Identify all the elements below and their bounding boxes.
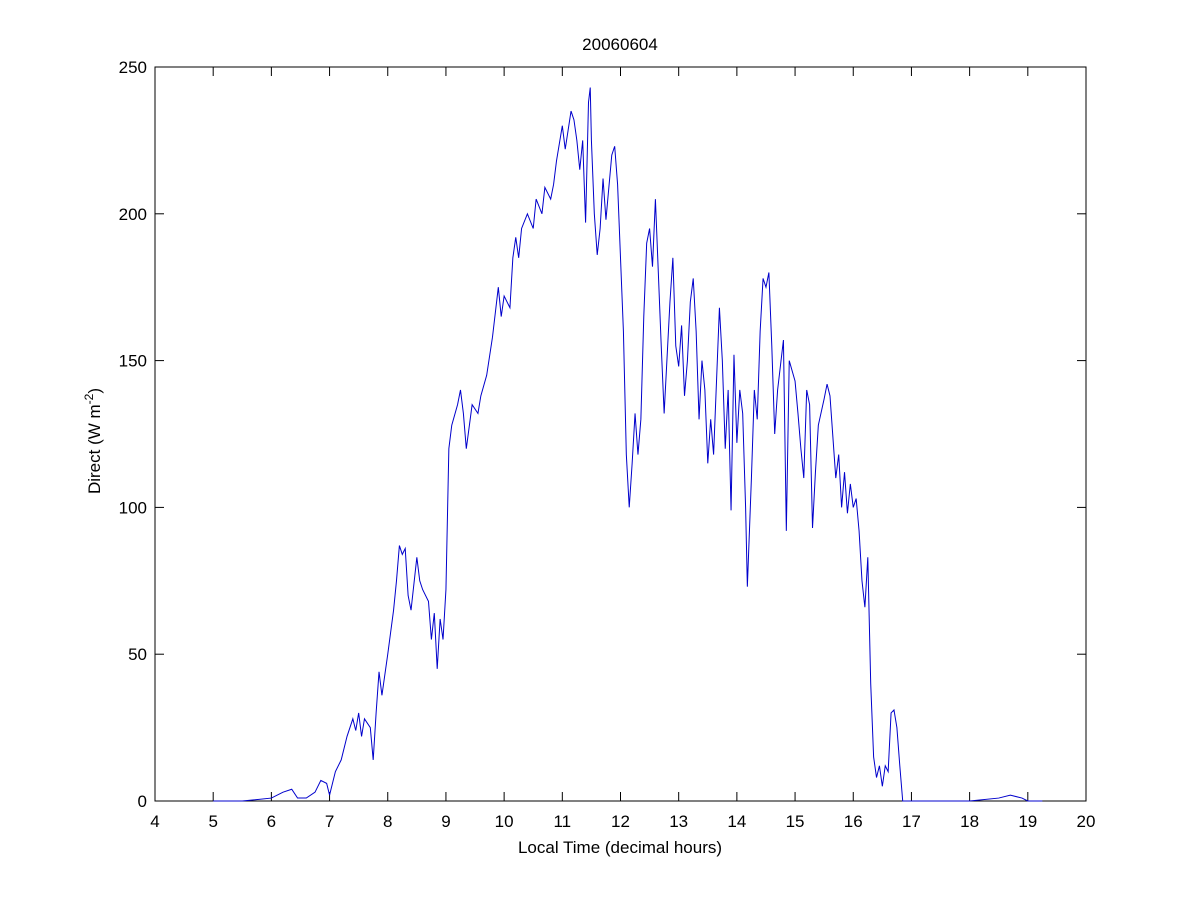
y-axis-label: Direct (W m-2)	[82, 388, 104, 494]
x-tick-label: 13	[669, 812, 688, 831]
x-tick-label: 15	[786, 812, 805, 831]
x-tick-label: 5	[208, 812, 217, 831]
x-tick-label: 7	[325, 812, 334, 831]
x-tick-label: 14	[727, 812, 746, 831]
x-tick-label: 19	[1018, 812, 1037, 831]
y-label-superscript: -2	[82, 393, 96, 404]
y-tick-label: 250	[119, 58, 147, 77]
x-tick-label: 16	[844, 812, 863, 831]
x-tick-label: 18	[960, 812, 979, 831]
x-axis-label: Local Time (decimal hours)	[518, 838, 722, 857]
y-tick-label: 100	[119, 498, 147, 517]
x-tick-label: 4	[150, 812, 159, 831]
x-tick-label: 20	[1077, 812, 1096, 831]
y-label-suffix: )	[85, 388, 104, 394]
chart-title: 20060604	[582, 35, 658, 54]
x-tick-label: 11	[553, 812, 571, 831]
y-tick-label: 50	[128, 645, 147, 664]
y-tick-label: 0	[138, 792, 147, 811]
x-tick-label: 17	[902, 812, 921, 831]
x-tick-label: 12	[611, 812, 630, 831]
data-line	[213, 87, 1043, 802]
x-tick-label: 10	[495, 812, 514, 831]
x-tick-label: 8	[383, 812, 392, 831]
y-tick-label: 200	[119, 205, 147, 224]
x-tick-label: 6	[267, 812, 276, 831]
y-tick-label: 150	[119, 352, 147, 371]
x-tick-label: 9	[441, 812, 450, 831]
y-label-text: Direct (W m	[85, 404, 104, 494]
